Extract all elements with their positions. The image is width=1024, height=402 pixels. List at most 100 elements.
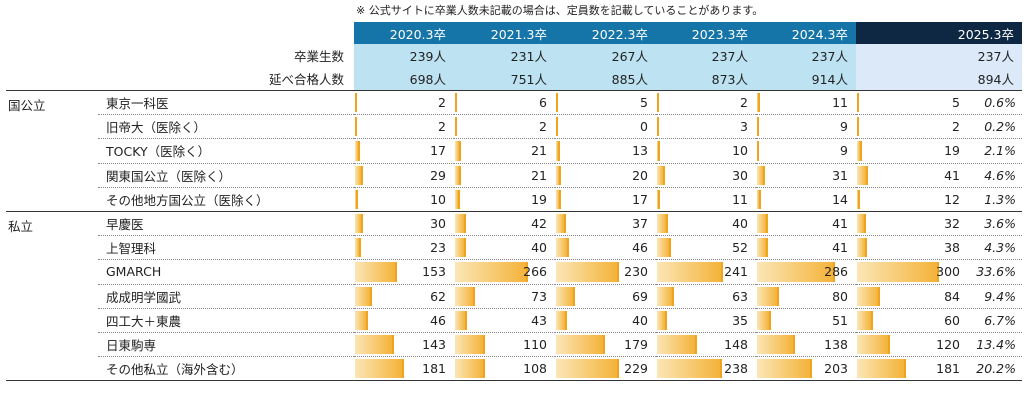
value-bar [757,359,813,379]
value-number: 41 [832,240,848,256]
value-cell: 52 [656,235,756,261]
value-number: 32 [944,216,960,232]
value-bar [556,238,569,258]
year-header: 2023.3卒 [656,22,756,44]
value-number: 181 [422,361,446,377]
value-number: 73 [531,288,547,304]
value-cell: 35 [656,308,756,333]
value-number: 12 [944,191,960,207]
value-bar [857,93,859,113]
value-number: 120 [936,336,960,352]
value-cell: 46 [354,308,454,333]
value-number: 21 [531,167,547,183]
value-bar [857,334,890,355]
value-number: 241 [724,264,748,280]
value-bar [657,93,659,113]
value-bar [455,93,457,113]
value-cell: 229 [555,356,656,382]
value-cell: 84 9.4% [856,284,1022,309]
university-group-name: TOCKY（医除く） [98,138,354,164]
value-number: 11 [732,191,748,207]
value-bar [355,238,362,258]
value-bar [556,93,558,113]
value-number: 148 [724,336,748,352]
value-cell: 13 [555,138,656,164]
value-number: 84 [944,288,960,304]
value-cell: 108 [454,356,555,382]
value-number: 238 [724,361,748,377]
value-cell: 2 [354,114,454,140]
value-cell: 0 [555,114,656,140]
value-bar [857,117,859,137]
value-bar [657,141,660,161]
value-number: 9 [840,119,848,135]
value-number: 20 [632,167,648,183]
value-number: 29 [430,167,446,183]
university-group-name: GMARCH [98,259,354,285]
value-number: 19 [531,191,547,207]
value-cell: 138 [756,332,856,358]
university-group-name: 旧帝大（医除く） [98,114,354,140]
value-cell: 148 [656,332,756,358]
share-percent: 0.2% [984,119,1016,135]
value-cell: 110 [454,332,555,358]
value-bar [757,93,760,113]
value-bar [757,238,769,258]
value-number: 17 [430,143,446,159]
value-number: 9 [840,143,848,159]
value-bar [455,141,461,161]
value-number: 60 [944,312,960,328]
value-number: 2 [438,119,446,135]
value-bar [757,262,836,282]
value-number: 300 [936,264,960,280]
value-number: 143 [422,336,446,352]
university-group-name: 上智理科 [98,235,354,261]
value-bar [556,310,567,330]
value-bar [455,286,475,306]
value-cell: 40 [656,211,756,237]
value-number: 0 [640,119,648,135]
share-percent: 1.3% [984,191,1016,207]
value-bar [757,165,766,185]
value-cell: 19 [454,187,555,212]
value-bar [455,310,467,330]
value-bar [556,334,605,355]
value-bar [657,310,667,330]
value-cell: 203 [756,356,856,382]
summary-value: 885人 [555,67,656,91]
value-bar [757,213,769,234]
year-header: 2021.3卒 [454,22,555,44]
value-bar [757,117,760,137]
share-percent: 3.6% [984,216,1016,232]
value-number: 40 [732,216,748,232]
value-bar [657,238,672,258]
value-number: 38 [944,240,960,256]
value-bar [556,359,619,379]
value-number: 10 [732,143,748,159]
value-cell: 12 1.3% [856,187,1022,212]
value-number: 6 [539,95,547,111]
value-cell: 69 [555,284,656,309]
group-label: 国公立 [6,90,98,212]
table-row: 私立 早慶医 30 42 37 40 41 32 3.6% [6,211,1022,382]
value-number: 69 [632,288,648,304]
university-group-name: その他地方国公立（医除く） [98,187,354,212]
university-group-name: その他私立（海外含む） [98,356,354,382]
value-bar [355,117,357,137]
value-cell: 286 [756,259,856,285]
value-cell: 37 [555,211,656,237]
value-bar [657,117,659,137]
value-cell: 241 [656,259,756,285]
value-number: 229 [624,361,648,377]
summary-value: 237人 [756,44,856,67]
value-bar [857,310,874,330]
value-number: 138 [824,336,848,352]
summary-value: 237人 [656,44,756,67]
value-cell: 238 [656,356,756,382]
value-cell: 3 [656,114,756,140]
university-group-name: 日東駒専 [98,332,354,358]
value-number: 41 [944,167,960,183]
table-row: その他私立（海外含む） 181 108 229 238 203 181 20.2% [6,356,1022,382]
share-percent: 33.6% [976,264,1016,280]
